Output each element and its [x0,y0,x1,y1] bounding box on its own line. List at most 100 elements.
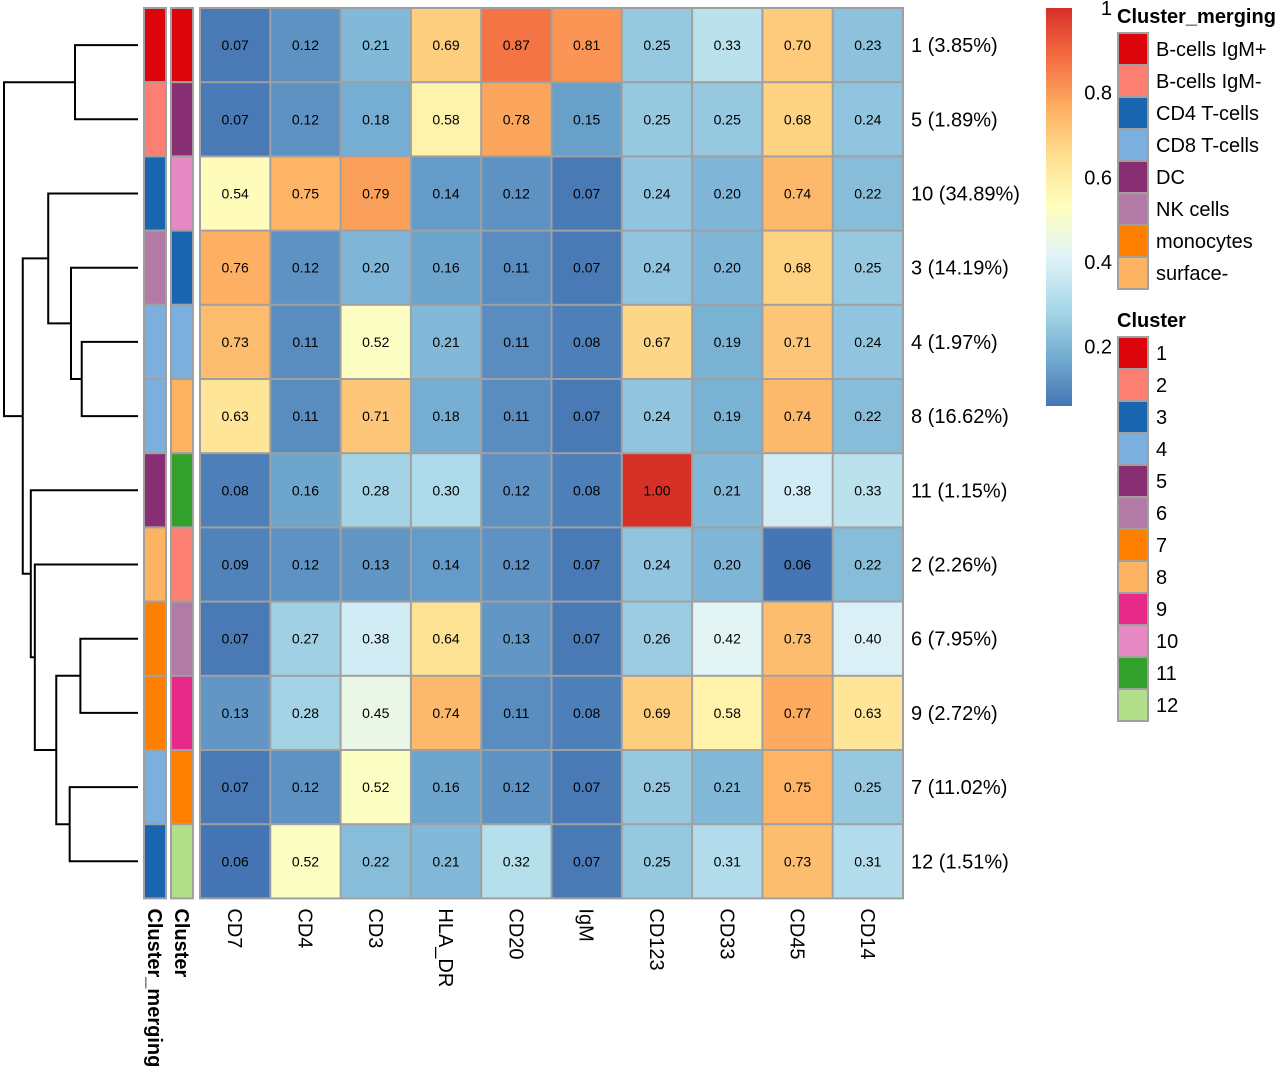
heatmap-cell [271,380,340,453]
heatmap-cell [341,676,410,749]
heatmap-cell [271,9,340,82]
cluster-merging-legend-swatch [1117,192,1149,226]
heatmap-cell [341,528,410,601]
heatmap-cell [622,157,692,230]
heatmap-cell [693,825,762,898]
heatmap-cell [622,454,692,527]
cell-value-label: 0.25 [854,779,881,795]
cluster-annotation-cell [170,303,194,380]
row-label: 2 (2.26%) [911,555,998,577]
row-dendrogram [3,44,138,863]
cluster-annotation-cell [170,155,194,232]
cell-value-label: 0.21 [714,482,741,498]
cell-value-label: 0.74 [432,705,459,721]
cell-value-label: 0.58 [714,705,741,721]
heatmap-cell [833,454,902,527]
heatmap-cell [833,231,902,304]
cell-value-label: 0.11 [292,408,318,424]
cell-value-label: 0.06 [784,557,811,573]
cell-value-label: 0.68 [784,111,811,127]
cell-value-label: 0.08 [573,482,600,498]
color-scale-tick-label: 1 [1101,0,1112,20]
cell-value-label: 0.21 [362,37,389,53]
heatmap-cell [552,602,621,675]
cell-value-label: 0.14 [432,557,459,573]
cell-value-label: 0.75 [784,779,811,795]
cell-value-label: 0.78 [503,111,530,127]
heatmap-cell [411,751,481,824]
heatmap-cell [552,83,621,156]
cluster-legend-label: 8 [1156,567,1167,589]
column-label: CD123 [645,908,667,970]
cluster-merging-legend-label: NK cells [1156,199,1229,221]
heatmap-cell [482,528,551,601]
cell-value-label: 0.15 [573,111,600,127]
color-scale-tick-label: 0.4 [1084,252,1112,274]
cluster-legend-label: 12 [1156,695,1178,717]
heatmap-cell [552,380,621,453]
cluster-merging-annotation-cell [143,229,167,306]
heatmap-cell [201,751,270,824]
heatmap-cell [763,825,832,898]
cell-value-label: 0.75 [292,186,319,202]
cell-value-label: 0.16 [432,260,459,276]
color-scale-tick-label: 0.2 [1084,337,1112,359]
heatmap-cell [482,676,551,749]
heatmap-cell [833,676,902,749]
cell-value-label: 0.25 [643,111,670,127]
cell-value-label: 0.40 [854,631,881,647]
cell-value-label: 0.11 [503,705,529,721]
cell-value-label: 0.25 [854,260,881,276]
heatmap-cell [411,157,481,230]
cell-value-label: 0.18 [432,408,459,424]
heatmap-cell [411,676,481,749]
cell-value-label: 0.07 [573,186,600,202]
heatmap-cell [552,676,621,749]
cell-value-label: 0.25 [643,853,670,869]
cell-value-label: 0.07 [222,37,249,53]
cluster-merging-legend-label: DC [1156,167,1185,189]
cluster-legend-swatch [1117,368,1149,402]
cell-value-label: 0.09 [222,557,249,573]
heatmap-cell [763,751,832,824]
cluster-legend-swatch [1117,528,1149,562]
cell-value-label: 0.67 [643,334,670,350]
cell-value-label: 0.13 [362,557,389,573]
row-annotations: Cluster_merging Cluster [143,7,194,1067]
cell-value-label: 0.73 [784,631,811,647]
cluster-merging-legend-label: B-cells IgM- [1156,71,1262,93]
color-scale-bar [1046,8,1072,406]
cluster-legend-swatch [1117,560,1149,594]
cell-value-label: 0.12 [503,779,530,795]
row-label: 7 (11.02%) [911,777,1007,799]
heatmap-cell [482,231,551,304]
heatmap-cell [271,676,340,749]
cell-value-label: 0.22 [362,853,389,869]
cell-value-label: 0.07 [573,260,600,276]
cluster-legend-label: 4 [1156,439,1167,461]
cell-value-label: 0.16 [432,779,459,795]
heatmap-cell [552,305,621,378]
cluster-merging-annotation-cell [143,674,167,751]
heatmap-frame [199,7,904,900]
heatmap-cell [763,231,832,304]
heatmap-cell [482,751,551,824]
heatmap-cell [552,528,621,601]
cluster-merging-legend-title: Cluster_merging [1117,6,1276,28]
cell-value-label: 0.71 [784,334,811,350]
cell-value-label: 0.52 [362,334,389,350]
cell-value-label: 0.25 [643,779,670,795]
heatmap-cell [833,305,902,378]
cluster-merging-annotation-cell [143,303,167,380]
heatmap-cell [341,825,410,898]
heatmap-cell [622,231,692,304]
heatmap-cell [411,9,481,82]
annotation-legends: Cluster_merging B-cells IgM+ B-cells IgM- C… [1117,6,1276,722]
column-label: IgM [575,908,597,941]
row-label: 9 (2.72%) [911,703,998,725]
heatmap-cell [341,231,410,304]
cell-value-label: 0.07 [222,111,249,127]
cluster-legend-swatch [1117,592,1149,626]
heatmap-cell [201,825,270,898]
